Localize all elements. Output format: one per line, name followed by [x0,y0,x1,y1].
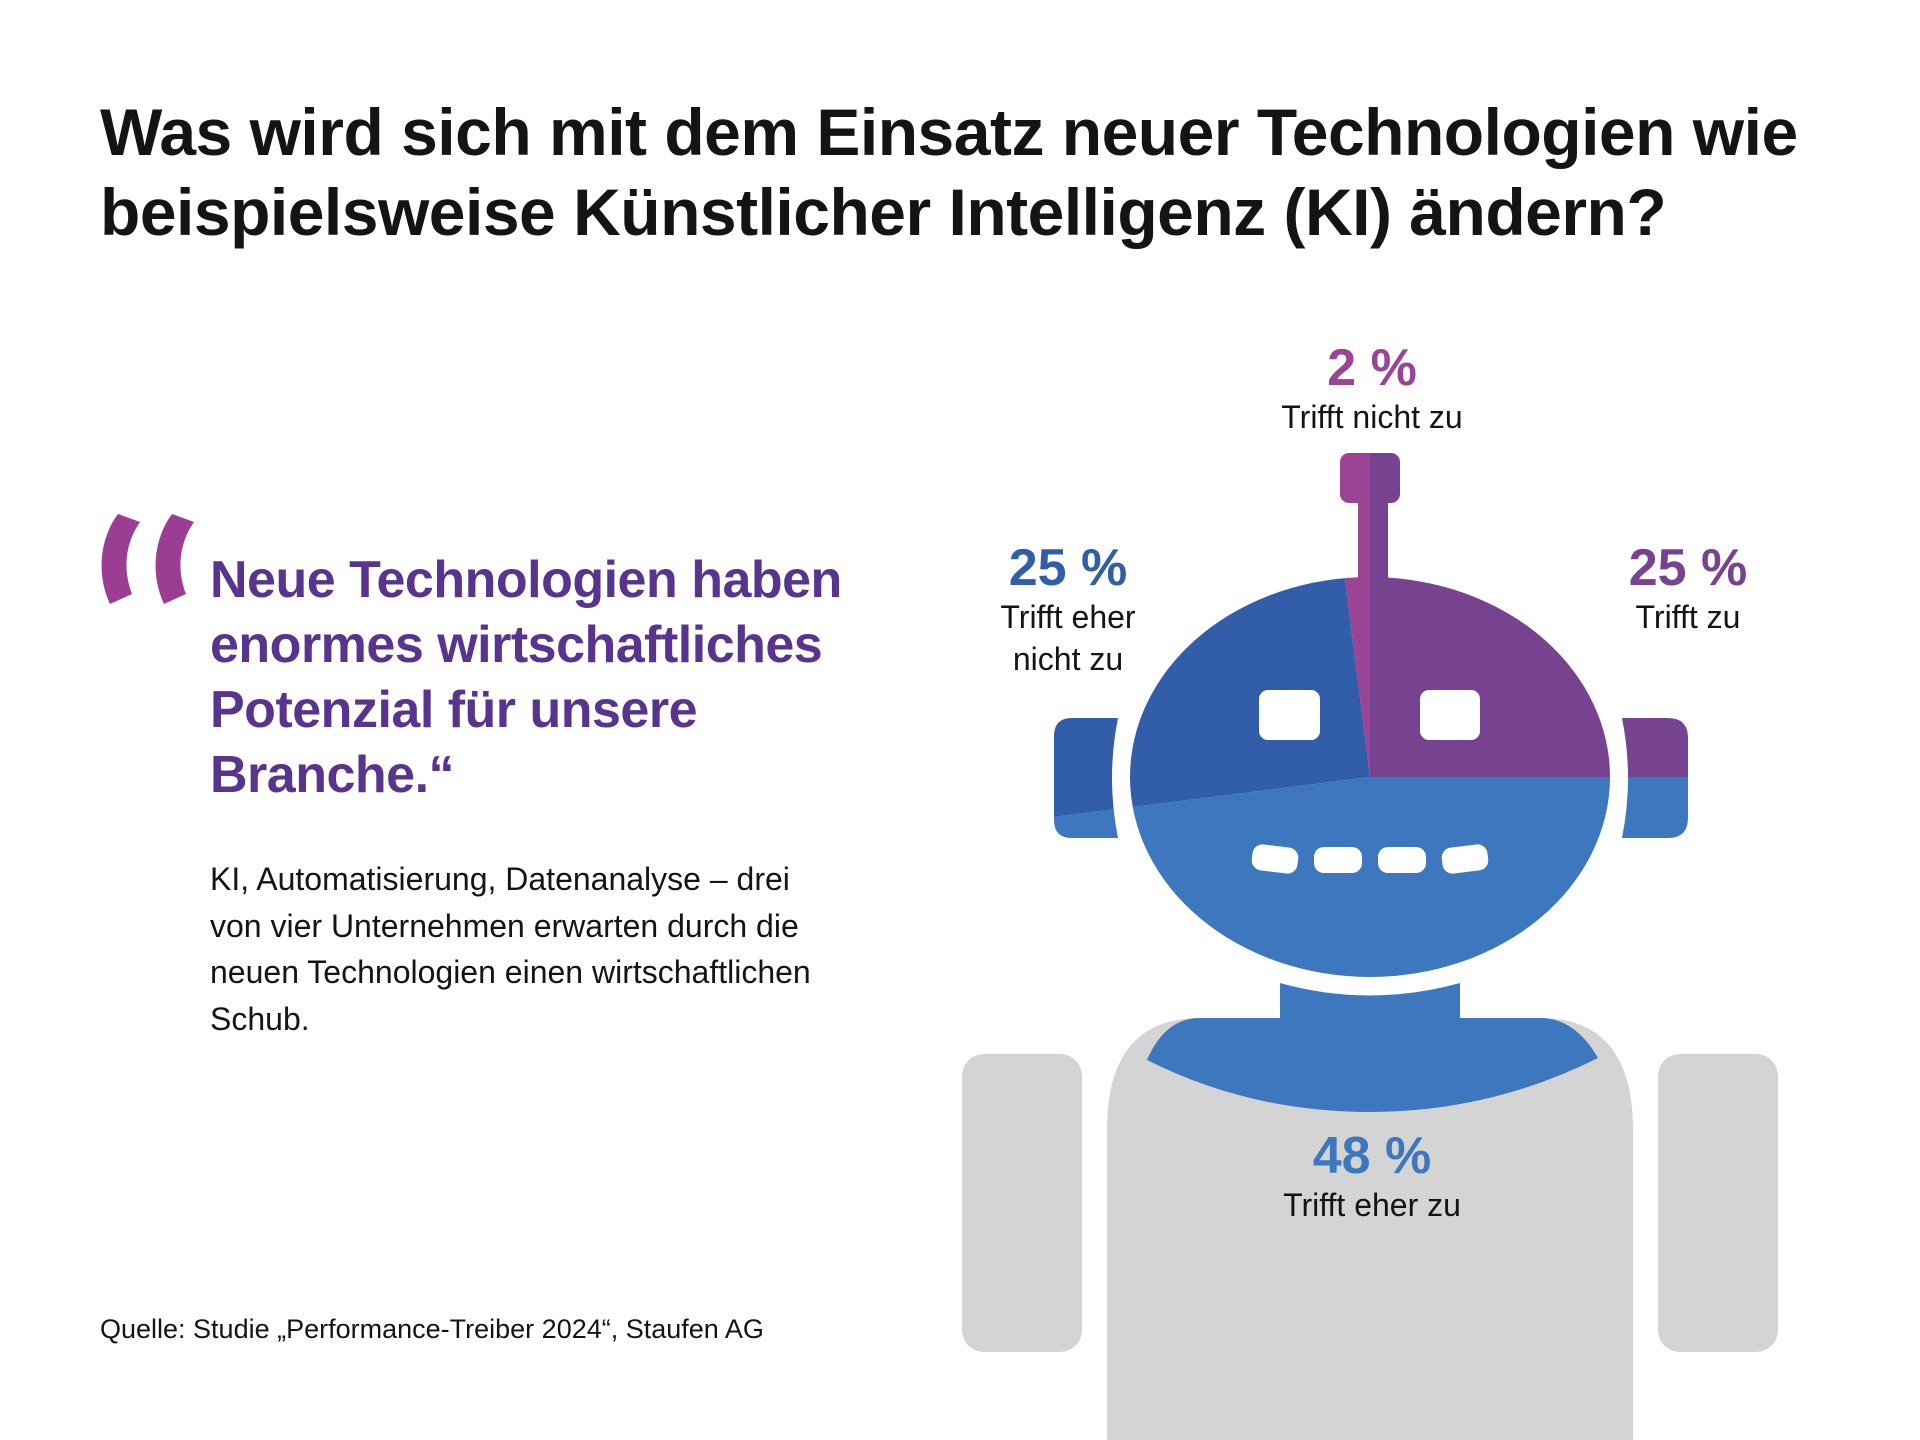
robot-torso [1107,1018,1633,1440]
body-text: KI, Automatisierung, Datenanalyse – drei… [210,861,811,1037]
label-trifft-eher-nicht-zu: 25 % Trifft eher nicht zu [1000,540,1135,680]
robot-tooth [1378,847,1426,873]
quote-mark-right [155,514,194,604]
robot-tooth [1251,844,1299,874]
robot-right-arm [1658,1054,1778,1352]
value-label: 25 % [1008,539,1128,597]
category-label: Trifft zu [1635,599,1741,635]
value-label: 48 % [1312,1127,1432,1185]
quote-mark-left [101,514,140,604]
robot-tooth [1441,844,1489,874]
value-label: 25 % [1628,539,1748,597]
category-label: Trifft eher [1000,599,1136,635]
category-label: Trifft eher zu [1283,1187,1461,1223]
category-label: Trifft nicht zu [1281,399,1463,435]
category-label: nicht zu [1012,641,1124,677]
label-trifft-zu: 25 % Trifft zu [1629,540,1748,638]
label-trifft-nicht-zu: 2 % Trifft nicht zu [1281,340,1462,438]
quote-mark-icon [101,514,194,604]
label-trifft-eher-zu: 48 % Trifft eher zu [1283,1128,1461,1226]
source-note: Quelle: Studie „Performance-Treiber 2024… [100,1314,764,1344]
page-title: Was wird sich mit dem Einsatz neuer Tech… [100,95,1798,249]
pie-slice-trifft-eher-nicht-zu [1054,453,1370,890]
value-label: 2 % [1327,339,1417,397]
robot-tooth [1314,847,1362,873]
robot-left-arm [962,1054,1082,1352]
robot-right-eye [1420,690,1480,740]
robot-left-eye [1259,690,1320,740]
quote-text: Neue Technologien haben enormes wirtscha… [210,551,842,804]
